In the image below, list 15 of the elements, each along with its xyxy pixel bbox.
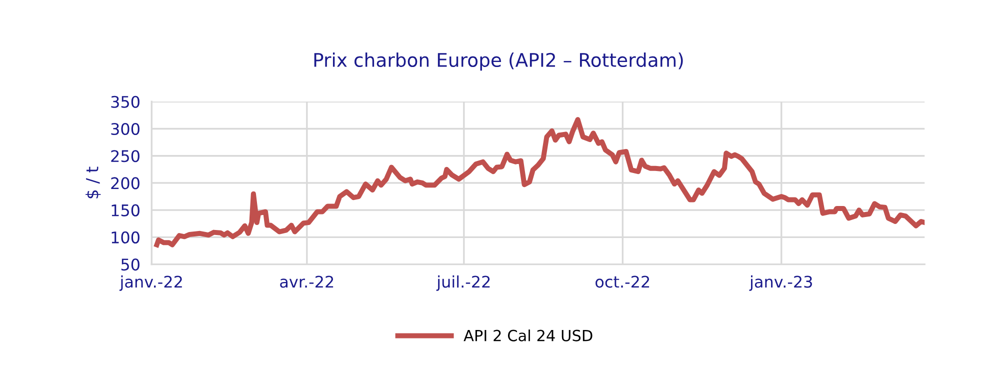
x-tick-label: janv.-22	[119, 275, 182, 291]
x-tick-label: avr.-22	[280, 276, 334, 288]
y-tick-label: 150	[112, 204, 140, 216]
legend-label: API 2 Cal 24 USD	[464, 330, 592, 342]
y-tick-label: 100	[112, 231, 140, 244]
y-tick-label: 250	[111, 150, 140, 162]
x-tick-label: juil.-22	[436, 275, 490, 291]
y-tick-label: 50	[121, 258, 140, 271]
y-tick-label: 300	[111, 122, 140, 136]
y-tick-label: 350	[111, 96, 140, 108]
y-axis-title: $ / t	[86, 166, 101, 198]
x-tick-label: janv.-23	[749, 275, 812, 291]
chart-title: Prix charbon Europe (API2 – Rotterdam)	[314, 52, 683, 71]
x-tick-label: oct.-22	[596, 276, 650, 288]
y-tick-label: 200	[111, 177, 140, 190]
